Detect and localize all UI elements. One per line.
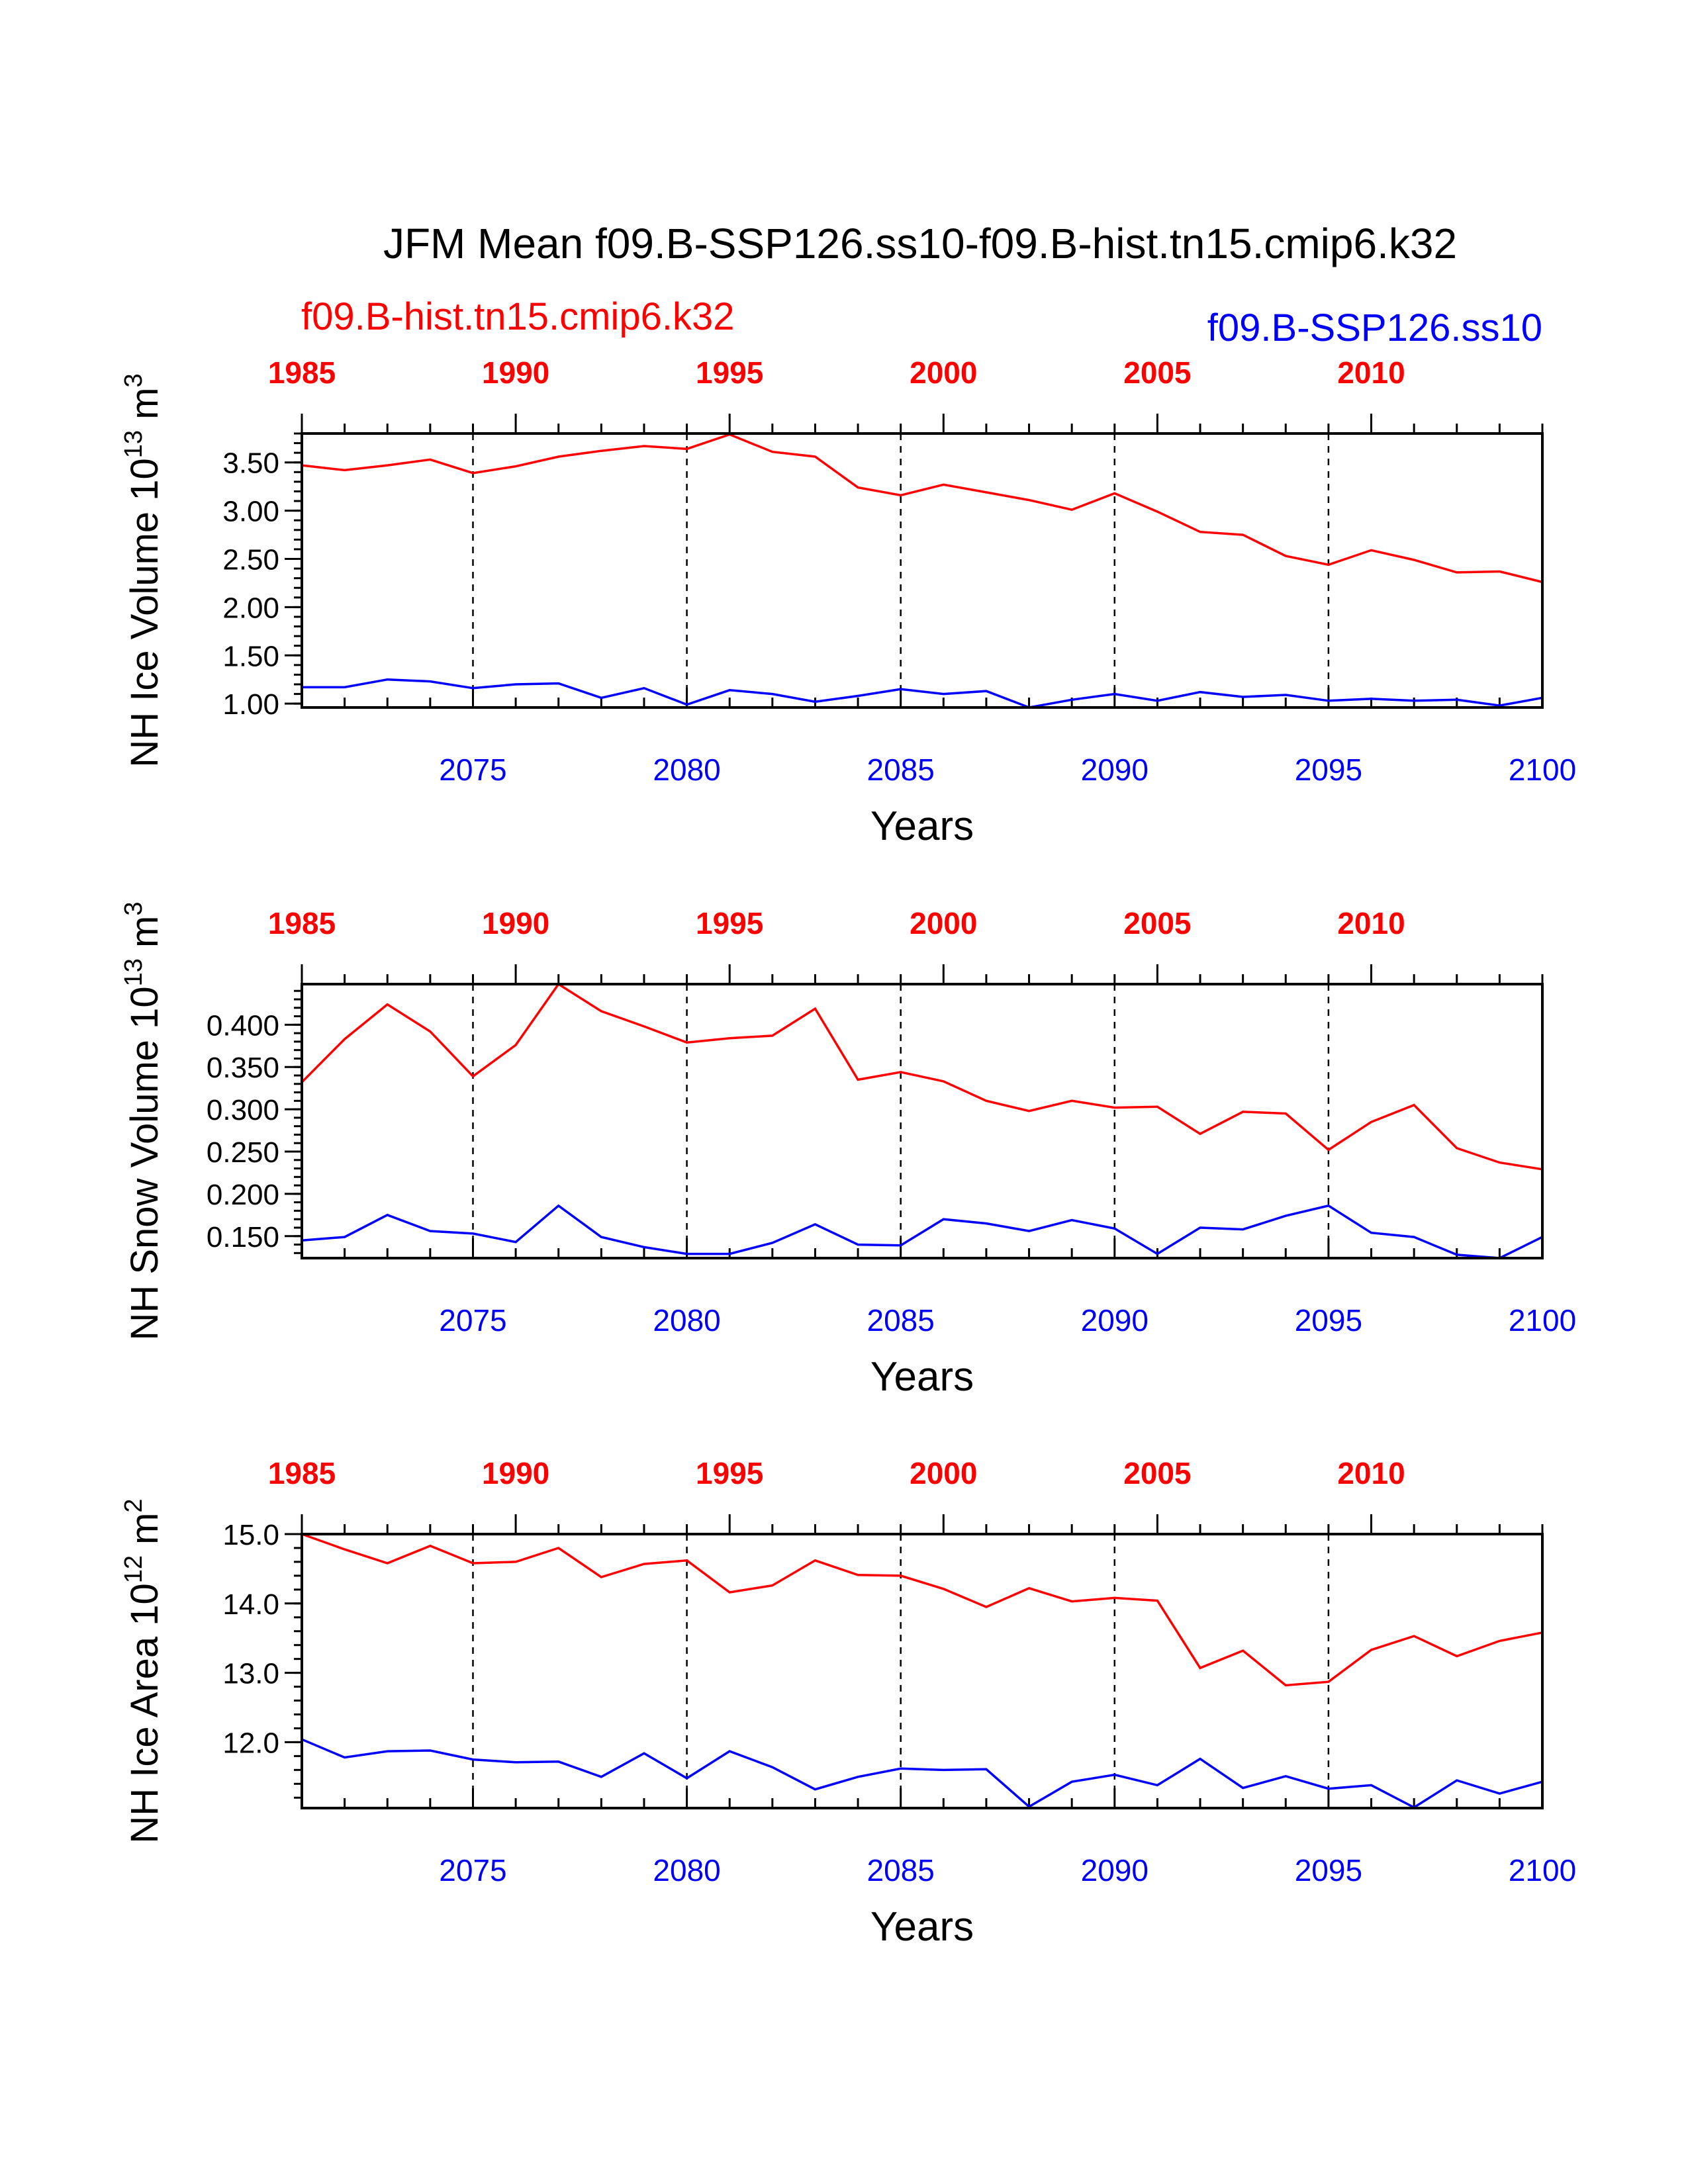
y-axis-label-part: 2 — [120, 1498, 148, 1512]
x-tick-label-top: 2010 — [1337, 1456, 1405, 1490]
x-tick-label-bottom: 2095 — [1295, 1853, 1362, 1888]
x-tick-label-bottom: 2090 — [1081, 1303, 1149, 1338]
y-tick-label: 0.250 — [207, 1136, 279, 1169]
x-tick-label-top: 1985 — [268, 355, 336, 390]
x-axis-label: Years — [870, 1354, 974, 1400]
x-tick-label-bottom: 2100 — [1509, 1853, 1576, 1888]
x-tick-label-top: 1995 — [696, 1456, 763, 1490]
y-axis-label-part: m — [123, 387, 166, 430]
ssp-series-label: f09.B-SSP126.ss10 — [1207, 306, 1542, 349]
y-tick-label: 3.00 — [222, 496, 279, 528]
y-tick-label: 12.0 — [222, 1727, 279, 1759]
x-tick-label-top: 1990 — [482, 355, 549, 390]
x-tick-label-top: 1990 — [482, 1456, 549, 1490]
y-axis-label: NH Ice Area 1012 m2 — [120, 1498, 166, 1843]
y-tick-label: 2.00 — [222, 592, 279, 624]
x-tick-label-bottom: 2095 — [1295, 1303, 1362, 1338]
y-tick-label: 1.50 — [222, 640, 279, 672]
x-tick-label-bottom: 2085 — [867, 1853, 935, 1888]
x-tick-label-bottom: 2080 — [653, 752, 720, 787]
y-axis-label-part: m — [123, 916, 166, 958]
x-tick-label-top: 1990 — [482, 906, 549, 940]
y-tick-label: 0.400 — [207, 1009, 279, 1042]
panels: 2075 2080 2085 2090 2095 2100 1985 1990 1995 2000… — [120, 355, 1576, 1950]
ssp-series-line — [301, 1738, 1543, 1809]
y-tick-label: 15.0 — [222, 1519, 279, 1551]
x-tick-label-top: 2000 — [910, 906, 977, 940]
y-axis-label: NH Snow Volume 1013 m3 — [120, 901, 166, 1340]
x-tick-label-bottom: 2080 — [653, 1303, 720, 1338]
plot-frame — [301, 432, 1544, 709]
hist-series-line — [301, 1533, 1543, 1687]
x-tick-label-bottom: 2100 — [1509, 752, 1576, 787]
x-tick-label-top: 2000 — [910, 1456, 977, 1490]
y-axis-label-part: 13 — [120, 430, 148, 458]
hist-series-line — [301, 982, 1543, 1171]
y-axis-label-part: 3 — [120, 901, 148, 915]
x-tick-label-bottom: 2095 — [1295, 752, 1362, 787]
hist-series-line — [301, 433, 1543, 584]
y-axis-label-part: 13 — [120, 958, 148, 986]
x-tick-label-top: 1995 — [696, 906, 763, 940]
x-tick-label-top: 2000 — [910, 355, 977, 390]
y-tick-label: 0.150 — [207, 1221, 279, 1253]
x-tick-label-bottom: 2085 — [867, 1303, 935, 1338]
plot-frame — [301, 1533, 1544, 1809]
y-tick-label: 3.50 — [222, 447, 279, 480]
y-axis-label-part: NH Snow Volume 10 — [123, 986, 166, 1340]
x-tick-label-bottom: 2090 — [1081, 752, 1149, 787]
panel-2: 2075 2080 2085 2090 2095 2100 1985 1990 1995 2000… — [120, 901, 1576, 1400]
figure-title: JFM Mean f09.B-SSP126.ss10-f09.B-hist.tn… — [383, 220, 1457, 267]
x-tick-label-bottom: 2090 — [1081, 1853, 1149, 1888]
y-tick-label: 0.300 — [207, 1094, 279, 1126]
x-tick-label-top: 2005 — [1123, 1456, 1191, 1490]
y-tick-label: 2.50 — [222, 544, 279, 576]
x-tick-label-bottom: 2085 — [867, 752, 935, 787]
hist-series-label: f09.B-hist.tn15.cmip6.k32 — [301, 295, 734, 338]
y-tick-label: 14.0 — [222, 1588, 279, 1621]
ssp-series-line — [302, 678, 1543, 709]
x-tick-label-top: 1995 — [696, 355, 763, 390]
x-tick-label-top: 2005 — [1123, 355, 1191, 390]
y-axis-label-part: m — [123, 1513, 166, 1555]
x-tick-label-bottom: 2075 — [439, 1303, 506, 1338]
x-tick-label-bottom: 2100 — [1509, 1303, 1576, 1338]
plot-frame — [301, 983, 1544, 1259]
x-tick-label-top: 1985 — [268, 1456, 336, 1490]
x-tick-label-bottom: 2080 — [653, 1853, 720, 1888]
y-axis-label-part: 3 — [120, 373, 148, 387]
y-axis-label-part: 12 — [120, 1555, 148, 1583]
x-tick-label-bottom: 2075 — [439, 752, 506, 787]
panel-1: 2075 2080 2085 2090 2095 2100 1985 1990 1995 2000… — [120, 355, 1576, 849]
x-axis-label: Years — [870, 1904, 974, 1950]
y-axis-label-part: NH Ice Volume 10 — [123, 458, 166, 767]
y-axis-label: NH Ice Volume 1013 m3 — [120, 373, 166, 767]
y-tick-label: 0.200 — [207, 1179, 279, 1211]
x-tick-label-top: 2005 — [1123, 906, 1191, 940]
y-tick-label: 1.00 — [222, 688, 279, 721]
x-tick-label-top: 1985 — [268, 906, 336, 940]
x-tick-label-top: 2010 — [1337, 906, 1405, 940]
y-tick-label: 13.0 — [222, 1658, 279, 1690]
panel-3: 2075 2080 2085 2090 2095 2100 1985 1990 1995 2000… — [120, 1456, 1576, 1950]
x-axis-label: Years — [870, 803, 974, 849]
ssp-series-line — [301, 1204, 1543, 1259]
x-tick-label-top: 2010 — [1337, 355, 1405, 390]
x-tick-label-bottom: 2075 — [439, 1853, 506, 1888]
y-tick-label: 0.350 — [207, 1052, 279, 1084]
y-axis-label-part: NH Ice Area 10 — [123, 1583, 166, 1843]
